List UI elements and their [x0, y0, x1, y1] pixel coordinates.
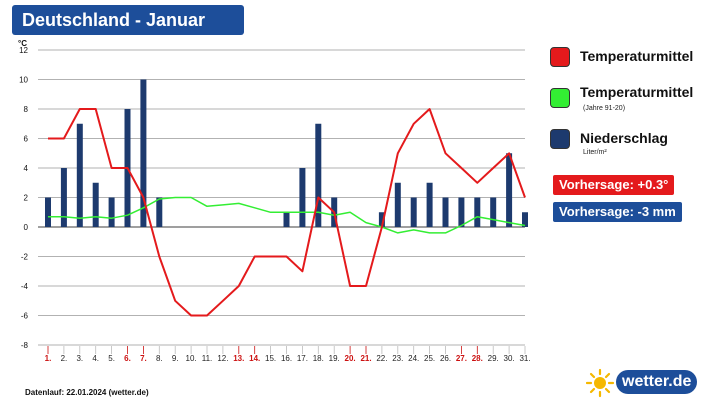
precip-bar	[76, 123, 83, 227]
legend-precip-label: Niederschlag	[580, 130, 668, 146]
y-tick-label: -4	[21, 282, 29, 291]
y-tick-label: 8	[24, 105, 29, 114]
x-tick-label: 13.	[233, 354, 244, 363]
x-tick-label: 15.	[265, 354, 276, 363]
x-tick-label: 22.	[376, 354, 387, 363]
x-tick-label: 5.	[108, 354, 115, 363]
legend-temp-norm-swatch	[550, 88, 570, 108]
x-tick-label: 18.	[313, 354, 324, 363]
x-tick-label: 4.	[92, 354, 99, 363]
precip-bars	[45, 79, 528, 227]
precip-bar	[394, 182, 401, 227]
x-tick-label: 11.	[202, 354, 213, 363]
legend-precip-sub: Liter/m²	[583, 149, 607, 156]
y-tick-label: 12	[19, 46, 28, 55]
y-tick-label: 10	[19, 76, 28, 85]
wetter-logo[interactable]: wetter.de	[586, 368, 706, 398]
y-axis-label: °C	[18, 39, 27, 48]
x-tick-label: 30.	[504, 354, 515, 363]
precip-bar	[490, 197, 497, 227]
precip-bar	[299, 168, 306, 227]
legend-temp-swatch	[550, 47, 570, 67]
y-tick-label: 0	[24, 223, 29, 232]
x-tick-label: 2.	[61, 354, 68, 363]
y-tick-labels: -8 -6 -4 -2 0 2 4 6 8 10 12	[19, 46, 28, 350]
chart-grid	[38, 49, 525, 346]
x-tick-label: 27.	[456, 354, 467, 363]
forecast-temp-badge: Vorhersage: +0.3°	[553, 175, 675, 195]
x-tick-label: 26.	[440, 354, 451, 363]
x-tick-label: 16.	[281, 354, 292, 363]
precip-bar	[315, 123, 322, 227]
x-tick-label: 25.	[424, 354, 435, 363]
precip-bar	[506, 153, 513, 227]
y-tick-label: -2	[21, 253, 29, 262]
x-tick-label: 28.	[472, 354, 483, 363]
precip-bar	[474, 197, 481, 227]
y-tick-label: -8	[21, 341, 29, 350]
precip-bar	[108, 197, 115, 227]
temp-norm-line	[48, 196, 526, 234]
x-tick-label: 9.	[172, 354, 179, 363]
precip-bar	[378, 212, 385, 227]
sun-icon	[586, 368, 615, 398]
y-tick-label: 6	[24, 135, 29, 144]
precip-bar	[410, 197, 417, 227]
x-tick-label: 3.	[76, 354, 83, 363]
precip-bar	[45, 197, 51, 227]
x-tick-label: 6.	[124, 354, 131, 363]
precip-bar	[522, 212, 528, 227]
precip-bar	[92, 182, 99, 227]
x-tick-label: 24.	[408, 354, 419, 363]
x-tick-label: 12.	[217, 354, 228, 363]
y-tick-label: -6	[21, 312, 29, 321]
precip-bar	[458, 197, 465, 227]
x-tick-label: 31.	[519, 354, 530, 363]
precip-bar	[60, 168, 67, 227]
precip-bar	[283, 212, 290, 227]
y-tick-label: 4	[24, 164, 29, 173]
precip-bar	[156, 197, 163, 227]
y-tick-label: 2	[24, 194, 29, 203]
logo-text: wetter.de	[616, 370, 698, 394]
x-tick-label: 7.	[140, 354, 147, 363]
x-tick-label: 10.	[186, 354, 197, 363]
x-tick-label: 29.	[488, 354, 499, 363]
x-tick-label: 1.	[45, 354, 52, 363]
page-title: Deutschland - Januar	[12, 5, 244, 35]
x-tick-labels: 1. 2. 3. 4. 5. 6. 7. 8. 9. 10. 11. 12. 13. 14. 15. 16. 1…	[45, 346, 531, 363]
legend-precip-swatch	[550, 129, 570, 149]
x-tick-label: 21.	[360, 354, 371, 363]
x-tick-label: 14.	[249, 354, 260, 363]
x-tick-label: 20.	[345, 354, 356, 363]
temp-line	[48, 108, 526, 317]
forecast-precip-badge: Vorhersage: -3 mm	[553, 202, 682, 222]
temperature-lines	[48, 108, 526, 317]
precip-bar	[442, 197, 449, 227]
legend-temp-norm-sub: (Jahre 91-20)	[583, 105, 626, 112]
x-tick-label: 8.	[156, 354, 163, 363]
x-tick-label: 23.	[392, 354, 403, 363]
x-tick-label: 19.	[329, 354, 340, 363]
legend-temp-label: Temperaturmittel	[580, 48, 694, 64]
x-tick-label: 17.	[297, 354, 308, 363]
legend-temp-norm-label: Temperaturmittel	[580, 84, 694, 100]
precip-bar	[140, 79, 147, 227]
precip-bar	[426, 182, 433, 227]
data-run-note: Datenlauf: 22.01.2024 (wetter.de)	[25, 388, 149, 397]
